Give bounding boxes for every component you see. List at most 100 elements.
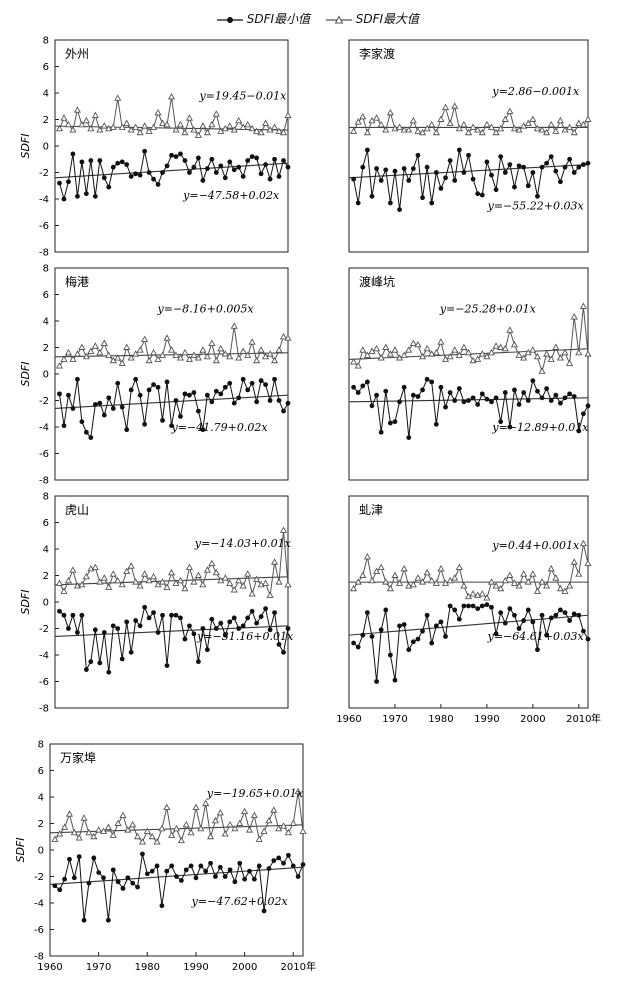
data-point-max — [208, 339, 216, 346]
data-point-min — [70, 612, 76, 618]
data-point-min — [258, 378, 264, 384]
data-point-max — [70, 828, 78, 836]
data-point-max — [455, 351, 463, 358]
data-point-min — [461, 170, 467, 175]
legend: SDFI最小值 SDFI最大值 — [0, 10, 636, 27]
data-point-max — [73, 106, 81, 113]
data-point-min — [300, 862, 306, 867]
data-point-max — [109, 123, 117, 130]
data-point-min — [507, 162, 513, 167]
data-point-max — [547, 355, 555, 362]
data-point-min — [155, 630, 161, 635]
data-point-min — [217, 864, 223, 870]
data-point-max — [510, 579, 519, 586]
data-point-min — [576, 428, 582, 434]
data-point-min — [218, 391, 224, 397]
data-point-min — [378, 627, 384, 633]
data-point-min — [539, 164, 545, 170]
data-point-max — [248, 338, 256, 345]
x-tick-label: 1990 — [183, 962, 208, 973]
data-point-max — [192, 803, 200, 811]
data-point-min — [585, 160, 591, 166]
data-point-min — [429, 640, 435, 646]
data-point-max — [543, 582, 551, 589]
data-point-max — [244, 120, 252, 128]
data-point-max — [270, 356, 279, 364]
data-point-max — [199, 122, 207, 129]
data-point-min — [558, 400, 563, 406]
legend-item-max: SDFI最大值 — [325, 10, 419, 27]
data-point-min — [142, 421, 148, 427]
data-point-min — [286, 852, 291, 858]
data-point-min — [88, 659, 94, 665]
data-point-max — [154, 355, 162, 362]
data-point-min — [195, 408, 201, 414]
data-point-max — [78, 120, 86, 128]
data-point-max — [460, 120, 468, 128]
data-point-max — [127, 562, 135, 569]
data-point-max — [520, 570, 528, 577]
y-tick-label: 8 — [43, 264, 49, 275]
data-point-max — [194, 571, 202, 578]
data-point-max — [136, 582, 144, 589]
data-point-max — [176, 354, 185, 361]
y-tick-label: 4 — [43, 545, 49, 556]
data-point-min — [198, 863, 204, 869]
data-point-max — [172, 126, 180, 133]
data-point-max — [275, 346, 283, 353]
data-point-min — [222, 384, 228, 390]
data-point-min — [548, 398, 554, 403]
data-point-max — [78, 580, 86, 588]
equation-max: y=2.86−0.001x — [491, 85, 580, 98]
data-point-min — [369, 403, 375, 409]
equation-min: y=−64.61+0.03x — [487, 630, 585, 643]
series-line-max — [353, 106, 589, 135]
data-point-min — [484, 602, 490, 608]
data-point-max — [158, 578, 167, 585]
data-point-min — [521, 390, 527, 395]
data-point-max — [123, 567, 131, 574]
data-point-max — [414, 574, 422, 581]
data-point-max — [368, 576, 376, 584]
panel-title: 虎山 — [65, 503, 89, 517]
data-point-min — [247, 868, 252, 874]
data-point-min — [470, 603, 476, 609]
data-point-min — [502, 620, 508, 626]
data-point-max — [118, 123, 126, 130]
data-point-min — [383, 167, 389, 173]
data-point-min — [461, 399, 467, 405]
data-point-max — [501, 576, 509, 584]
data-point-min — [530, 378, 536, 384]
data-point-min — [378, 178, 384, 183]
data-point-min — [115, 879, 121, 885]
data-point-min — [295, 874, 301, 879]
y-tick-label: 6 — [43, 290, 49, 301]
y-tick-label: -2 — [39, 624, 49, 635]
data-point-max — [226, 122, 234, 129]
data-point-min — [67, 856, 72, 862]
data-point-min — [128, 387, 134, 393]
data-point-max — [570, 128, 578, 136]
data-point-max — [95, 826, 103, 833]
data-point-min — [119, 404, 125, 410]
data-point-max — [203, 128, 211, 136]
y-tick-label: -6 — [39, 449, 49, 460]
panel-4: 渡峰坑 y=−25.28+0.01x y=−12.89+0.01x — [348, 267, 592, 481]
data-point-max — [515, 126, 523, 133]
data-point-max — [501, 115, 509, 122]
data-point-min — [360, 383, 366, 389]
plot-frame — [49, 743, 304, 957]
data-point-min — [92, 402, 98, 407]
data-point-max — [354, 118, 362, 125]
data-point-max — [538, 578, 546, 585]
data-point-max — [284, 334, 292, 341]
data-point-min — [466, 152, 471, 158]
data-point-max — [455, 124, 463, 132]
data-point-max — [584, 115, 592, 122]
data-point-max — [262, 579, 270, 586]
data-point-min — [387, 200, 393, 206]
data-point-max — [289, 819, 297, 826]
data-point-min — [525, 398, 531, 403]
data-point-max — [235, 354, 243, 361]
data-point-max — [460, 343, 468, 350]
